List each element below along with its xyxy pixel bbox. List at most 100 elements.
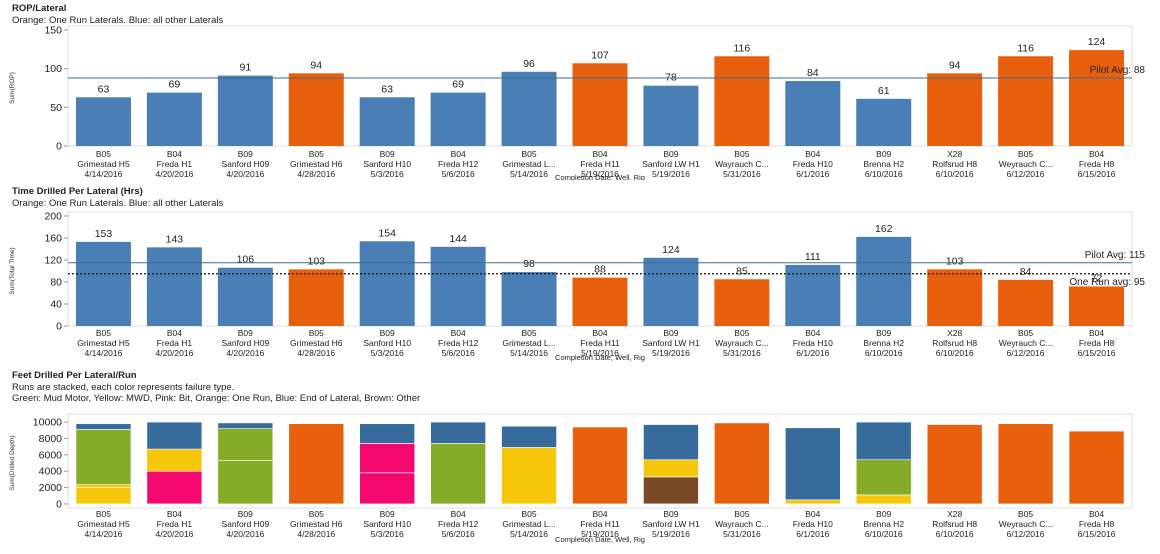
x-tick-label-rig: B05 xyxy=(309,509,324,519)
x-tick-label-date: 6/15/2016 xyxy=(1078,529,1116,539)
x-tick-label-rig: B05 xyxy=(734,328,749,338)
bar xyxy=(572,63,628,146)
x-tick-label-date: 6/1/2016 xyxy=(796,169,829,179)
data-label-bg xyxy=(1015,41,1036,53)
x-tick-label-well: Grimestad L... xyxy=(502,338,555,348)
bar xyxy=(785,81,841,146)
x-tick-label-date: 6/12/2016 xyxy=(1007,529,1045,539)
data-label: 94 xyxy=(949,59,961,71)
x-tick-label-rig: B09 xyxy=(876,328,891,338)
bar-segment xyxy=(359,443,416,474)
y-tick-label: 100 xyxy=(44,63,62,75)
x-tick-label-well: Grimestad L... xyxy=(502,159,555,169)
x-tick-label-date: 4/20/2016 xyxy=(226,529,264,539)
data-label: 103 xyxy=(946,255,964,267)
bar-segment xyxy=(146,448,203,472)
x-tick-label-rig: B05 xyxy=(309,328,324,338)
data-label-bg xyxy=(519,56,540,68)
bar-segment xyxy=(146,421,203,450)
x-tick-label-rig: B04 xyxy=(1089,149,1104,159)
x-tick-label-rig: B05 xyxy=(96,328,111,338)
x-tick-label-well: Freda H1 xyxy=(157,519,193,529)
chart-title: ROP/Lateral xyxy=(12,3,67,14)
x-tick-label-date: 6/10/2016 xyxy=(936,529,974,539)
x-axis-title: Completion Date, Well, Rig xyxy=(555,173,645,180)
data-label: 103 xyxy=(308,255,326,267)
x-tick-label-rig: B09 xyxy=(663,328,678,338)
x-tick-label-well: Freda H11 xyxy=(580,159,620,169)
x-tick-label-well: Sanford LW H1 xyxy=(642,159,700,169)
bar xyxy=(430,92,486,146)
x-tick-label-rig: B04 xyxy=(451,328,466,338)
x-tick-label-date: 5/14/2016 xyxy=(510,169,548,179)
bar-segment xyxy=(855,459,912,496)
x-tick-label-rig: B04 xyxy=(805,328,820,338)
x-tick-label-rig: B05 xyxy=(96,509,111,519)
x-tick-label-rig: B05 xyxy=(1018,509,1033,519)
x-tick-label-date: 4/14/2016 xyxy=(85,169,123,179)
x-tick-label-well: Weyrauch C... xyxy=(999,159,1053,169)
x-tick-label-date: 6/12/2016 xyxy=(1007,348,1045,358)
bar-segment xyxy=(501,425,557,448)
data-label: 162 xyxy=(875,223,893,235)
x-tick-label-well: Weyrauch C... xyxy=(999,519,1053,529)
x-tick-label-date: 6/15/2016 xyxy=(1078,348,1116,358)
x-tick-label-rig: B04 xyxy=(167,149,182,159)
chart-title: Feet Drilled Per Lateral/Run xyxy=(12,370,137,381)
x-tick-label-well: Sanford LW H1 xyxy=(642,338,700,348)
bar-segment xyxy=(997,423,1054,505)
bar-segment xyxy=(926,424,983,505)
data-label-bg xyxy=(93,226,114,238)
x-tick-label-well: Freda H1 xyxy=(157,159,193,169)
rop-panel: ROP/Lateral Orange: One Run Laterals. Bl… xyxy=(0,0,1160,180)
y-tick-label: 80 xyxy=(50,277,62,289)
x-tick-label-rig: X28 xyxy=(947,328,962,338)
x-tick-label-date: 4/28/2016 xyxy=(297,529,335,539)
x-tick-label-well: Brenna H2 xyxy=(863,338,904,348)
bar-segment xyxy=(430,443,486,505)
bar xyxy=(643,257,699,326)
data-label: 96 xyxy=(523,58,535,70)
x-tick-label-date: 5/31/2016 xyxy=(723,348,761,358)
x-tick-label-date: 6/10/2016 xyxy=(865,529,903,539)
x-tick-label-date: 6/10/2016 xyxy=(936,169,974,179)
x-tick-label-well: Freda H11 xyxy=(580,338,620,348)
bar xyxy=(927,269,983,326)
bar-segment xyxy=(714,422,770,505)
bar xyxy=(501,71,557,146)
bar-segment xyxy=(75,487,132,505)
data-label-bg xyxy=(944,254,965,266)
chart-title: Time Drilled Per Lateral (Hrs) xyxy=(12,186,143,197)
x-tick-label-date: 6/1/2016 xyxy=(796,529,829,539)
x-tick-label-rig: B04 xyxy=(805,149,820,159)
bar-segment xyxy=(75,429,132,485)
x-tick-label-well: Freda H8 xyxy=(1079,338,1115,348)
bar xyxy=(288,73,344,146)
x-tick-label-well: Grimestad H5 xyxy=(77,159,130,169)
x-tick-label-well: Brenna H2 xyxy=(863,159,904,169)
bar xyxy=(501,272,557,326)
x-tick-label-well: Wayrauch C... xyxy=(715,338,769,348)
x-tick-label-date: 5/3/2016 xyxy=(371,529,404,539)
data-label-bg xyxy=(306,254,327,266)
data-label-bg xyxy=(1015,264,1036,276)
data-label: 116 xyxy=(733,42,750,54)
x-tick-label-rig: B09 xyxy=(238,328,253,338)
data-label-bg xyxy=(731,41,752,53)
data-label: 144 xyxy=(449,233,467,245)
x-tick-label-date: 5/19/2016 xyxy=(581,529,619,539)
bar xyxy=(1069,286,1125,326)
bar xyxy=(359,241,415,326)
bar xyxy=(146,247,202,326)
x-tick-label-well: Wayrauch C... xyxy=(715,159,769,169)
x-tick-label-well: Freda H10 xyxy=(793,338,833,348)
x-tick-label-well: Grimestad L... xyxy=(502,519,555,529)
x-tick-label-rig: B09 xyxy=(238,509,253,519)
data-label-bg xyxy=(590,262,610,274)
x-tick-label-rig: B05 xyxy=(96,149,111,159)
x-tick-label-rig: B09 xyxy=(238,149,253,159)
bar xyxy=(572,277,628,326)
data-label-bg xyxy=(164,77,185,89)
x-tick-label-rig: B09 xyxy=(380,149,395,159)
data-label: 154 xyxy=(378,227,396,239)
